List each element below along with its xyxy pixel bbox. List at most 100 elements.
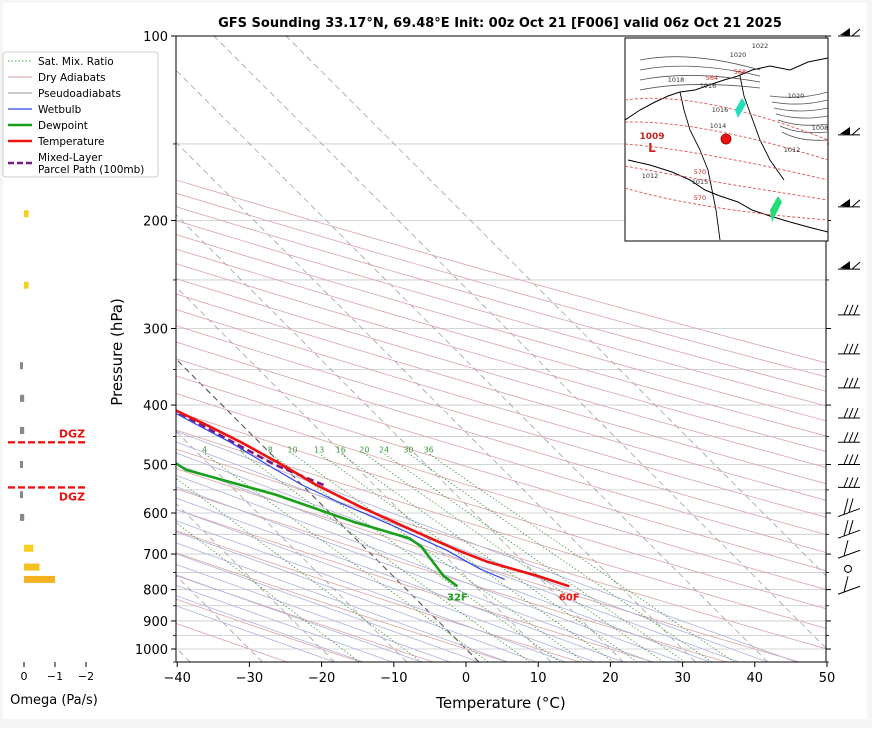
inset-border xyxy=(625,57,828,121)
wind-barb xyxy=(838,377,860,389)
moist-adiabat xyxy=(176,463,711,662)
wind-barb-pennant xyxy=(840,126,850,135)
wind-barb xyxy=(838,126,861,136)
wind-barb-flag xyxy=(843,576,849,593)
y-tick-label: 700 xyxy=(143,548,168,563)
wind-barb xyxy=(837,520,861,539)
inset-isobar xyxy=(777,119,828,126)
omega-bar xyxy=(24,563,40,571)
omega-bar xyxy=(20,491,23,499)
mixing-ratio-label: 20 xyxy=(359,446,369,455)
wind-barb-flag xyxy=(851,28,861,37)
low-pressure-label: L xyxy=(648,141,656,155)
inset-isobar xyxy=(773,107,828,112)
x-axis-label: Temperature (°C) xyxy=(435,694,565,712)
legend-label: Temperature xyxy=(37,136,105,148)
wind-barb-flag xyxy=(853,407,859,419)
dry-adiabat xyxy=(176,341,826,536)
wind-barb-flag xyxy=(843,343,849,355)
moist-adiabat xyxy=(176,430,797,662)
mixing-ratio-label: 16 xyxy=(336,446,346,455)
inset-isobar-label: 1016 xyxy=(712,106,729,114)
inset-isobar xyxy=(639,84,761,91)
omega-bar xyxy=(20,394,25,402)
sounding-location-marker xyxy=(720,133,732,145)
inset-thickness-line xyxy=(625,165,828,201)
dry-adiabat xyxy=(176,263,826,452)
omega-tick-label: 0 xyxy=(21,670,28,683)
dry-adiabat xyxy=(176,234,826,422)
wind-barb xyxy=(838,261,861,270)
omega-bar xyxy=(24,210,29,218)
x-tick-label: 50 xyxy=(819,671,836,686)
wind-barb-flag xyxy=(853,432,859,443)
mixing-ratio-label: 10 xyxy=(287,446,297,455)
wind-barb xyxy=(838,28,861,37)
wind-barb-flag xyxy=(848,343,854,355)
inset-isobar xyxy=(781,131,828,141)
chart-title: GFS Sounding 33.17°N, 69.48°E Init: 00z … xyxy=(218,16,782,31)
wind-barb-staff xyxy=(837,585,861,595)
mixing-ratio-label: 36 xyxy=(424,446,434,455)
inset-isobar-label: 1020 xyxy=(730,51,747,59)
x-tick-label: −30 xyxy=(236,671,263,686)
dry-adiabat xyxy=(176,393,826,590)
inset-precip xyxy=(735,98,746,118)
dry-adiabat xyxy=(176,192,826,378)
dry-adiabat xyxy=(176,488,727,662)
dry-adiabat xyxy=(176,248,826,437)
inset-isobar-label: 570 xyxy=(694,168,706,176)
wind-barb-flag xyxy=(848,377,854,389)
temperature-line xyxy=(176,409,570,588)
omega-bar xyxy=(24,281,29,289)
isotherm xyxy=(176,286,552,662)
wind-barb-flag xyxy=(843,432,849,443)
inset-isobar-label: 1012 xyxy=(784,146,801,154)
inset-isobar-label: 568 xyxy=(734,68,746,76)
x-tick-label: −10 xyxy=(380,671,407,686)
moist-adiabat xyxy=(176,520,566,662)
moist-adiabat xyxy=(176,531,537,662)
moist-adiabat xyxy=(176,486,653,662)
omega-bar xyxy=(20,513,25,521)
wind-barb-flag xyxy=(843,454,849,465)
mixing-ratio-line xyxy=(176,477,422,662)
dry-adiabat xyxy=(176,411,826,610)
wind-barb-flag xyxy=(853,343,859,355)
inset-isobar-label: 1014 xyxy=(710,122,727,130)
omega-bar xyxy=(20,362,23,370)
legend-label: Sat. Mix. Ratio xyxy=(38,56,114,68)
wind-barb-flag xyxy=(848,498,854,513)
isotherm xyxy=(176,141,696,662)
y-tick-label: 100 xyxy=(143,30,168,45)
omega-tick-label: −2 xyxy=(78,670,94,683)
dry-adiabat xyxy=(176,206,826,392)
legend-label: Dry Adiabats xyxy=(38,72,106,84)
parcel-path-line xyxy=(176,409,325,487)
inset-isobar xyxy=(779,125,828,134)
dry-adiabat xyxy=(176,220,826,407)
inset-isobar xyxy=(639,56,761,71)
inset-thickness-line xyxy=(625,187,828,221)
y-tick-label: 600 xyxy=(143,507,168,522)
dry-adiabat xyxy=(176,325,826,518)
moist-adiabat xyxy=(176,605,335,662)
wind-barb-flag xyxy=(848,454,854,465)
mixing-ratio-line xyxy=(242,453,530,662)
moist-adiabat xyxy=(176,497,624,662)
inset-thickness-line xyxy=(625,97,828,141)
dry-adiabat xyxy=(176,575,434,662)
mixing-ratio-label: 13 xyxy=(314,446,324,455)
wind-barb xyxy=(838,454,860,465)
wind-barb-flag xyxy=(843,407,849,419)
wind-barb-flag xyxy=(843,477,849,488)
omega-panel: DGZ DGZ 0 −1 −2 Omega (Pa/s) xyxy=(8,210,98,708)
moist-adiabat xyxy=(176,508,595,662)
mixing-ratio-line xyxy=(408,453,713,662)
y-tick-label: 800 xyxy=(143,584,168,599)
omega-axis-label: Omega (Pa/s) xyxy=(10,693,98,708)
